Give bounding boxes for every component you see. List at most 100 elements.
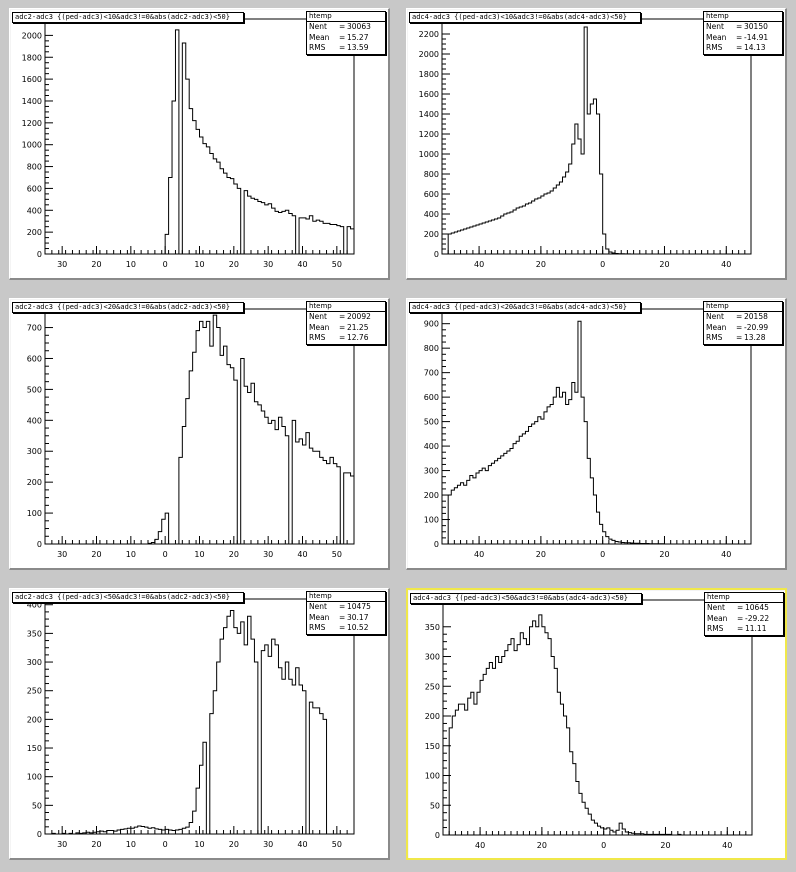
y-tick-label: 600 bbox=[27, 184, 42, 193]
stats-header: htemp bbox=[705, 593, 783, 603]
stats-header: htemp bbox=[704, 302, 782, 312]
y-tick-label: 1400 bbox=[419, 110, 439, 119]
stats-key: Mean bbox=[309, 32, 330, 42]
x-tick-label: 30 bbox=[57, 840, 67, 849]
y-tick-label: 2200 bbox=[419, 30, 439, 39]
stats-value: 14.13 bbox=[744, 43, 766, 52]
stats-row-rms: RMS = 13.59 bbox=[307, 43, 385, 54]
stats-key: RMS bbox=[706, 43, 723, 52]
histogram-title: adc4-adc3 {(ped-adc3)<50&adc3!=0&abs(adc… bbox=[410, 593, 642, 604]
stats-key: Mean bbox=[707, 613, 728, 623]
y-tick-label: 250 bbox=[27, 687, 42, 696]
y-tick-label: 0 bbox=[37, 250, 42, 259]
x-tick-label: 30 bbox=[263, 260, 273, 269]
histogram-pad-1[interactable]: 0 200 400 600 800 1000 1200 1400 1600 1800 2000 30 2… bbox=[9, 8, 390, 280]
histogram-title: adc4-adc3 {(ped-adc3)<20&adc3!=0&abs(adc… bbox=[409, 302, 641, 313]
y-tick-label: 0 bbox=[434, 250, 439, 259]
y-tick-label: 200 bbox=[425, 712, 440, 721]
y-tick-label: 400 bbox=[424, 442, 439, 451]
y-tick-label: 150 bbox=[425, 742, 440, 751]
histogram-title: adc2-adc3 {(ped-adc3)<10&adc3!=0&abs(adc… bbox=[12, 12, 244, 23]
stats-header: htemp bbox=[307, 592, 385, 602]
y-tick-label: 100 bbox=[425, 772, 440, 781]
histogram-pad-6[interactable]: 0 50 100 150 200 250 300 350 40 20 0 20 40 adc4-adc3 … bbox=[406, 588, 787, 860]
histogram-title: adc2-adc3 {(ped-adc3)<50&adc3!=0&abs(adc… bbox=[12, 592, 244, 603]
x-tick-label: 20 bbox=[91, 260, 101, 269]
y-tick-label: 0 bbox=[435, 831, 440, 840]
x-tick-label: 30 bbox=[57, 260, 67, 269]
stats-value: 11.11 bbox=[745, 624, 767, 633]
stats-eq: = bbox=[737, 613, 744, 623]
x-tick-label: 30 bbox=[263, 840, 273, 849]
y-tick-label: 400 bbox=[424, 210, 439, 219]
stats-header: htemp bbox=[704, 12, 782, 22]
y-tick-label: 200 bbox=[424, 491, 439, 500]
y-tick-label: 300 bbox=[27, 447, 42, 456]
x-tick-label: 40 bbox=[474, 260, 484, 269]
stats-value: 12.76 bbox=[347, 333, 369, 342]
stats-key: RMS bbox=[309, 623, 326, 632]
x-tick-label: 20 bbox=[659, 260, 669, 269]
y-tick-label: 1800 bbox=[419, 70, 439, 79]
x-tick-label: 20 bbox=[91, 550, 101, 559]
stats-key: Nent bbox=[706, 22, 724, 31]
histogram-line bbox=[448, 614, 752, 836]
stats-eq: = bbox=[736, 333, 743, 342]
x-tick-label: 20 bbox=[536, 260, 546, 269]
x-tick-label: 0 bbox=[163, 550, 168, 559]
stats-eq: = bbox=[737, 603, 744, 612]
y-tick-label: 100 bbox=[27, 773, 42, 782]
stats-key: RMS bbox=[309, 333, 326, 342]
stats-key: RMS bbox=[707, 624, 724, 633]
y-tick-label: 800 bbox=[424, 344, 439, 353]
stats-eq: = bbox=[339, 602, 346, 611]
stats-key: Nent bbox=[309, 602, 327, 611]
stats-value: 21.25 bbox=[347, 322, 369, 332]
stats-row-mean: Mean = -20.99 bbox=[704, 323, 782, 334]
y-tick-label: 600 bbox=[424, 190, 439, 199]
stats-row-mean: Mean = 30.17 bbox=[307, 613, 385, 624]
y-tick-label: 250 bbox=[425, 682, 440, 691]
y-tick-label: 50 bbox=[32, 801, 42, 810]
histogram-pad-3[interactable]: 0 100 200 300 400 500 600 700 30 20 10 0 10 20 30 40 50 a… bbox=[9, 298, 390, 570]
y-tick-label: 1400 bbox=[22, 97, 42, 106]
x-tick-label: 10 bbox=[126, 550, 136, 559]
stats-value: 15.27 bbox=[347, 32, 369, 42]
histogram-pad-2[interactable]: 0 200 400 600 800 1000 1200 1400 1600 1800 2000 220… bbox=[406, 8, 787, 280]
stats-row-nent: Nent = 10645 bbox=[705, 603, 783, 614]
stats-row-nent: Nent = 20158 bbox=[704, 312, 782, 323]
stats-box: htemp Nent = 10645 Mean = -29.22 RMS = 11.11 bbox=[704, 592, 784, 636]
stats-eq: = bbox=[339, 623, 346, 632]
stats-box: htemp Nent = 30150 Mean = -14.91 RMS = 14.13 bbox=[703, 11, 783, 55]
stats-eq: = bbox=[339, 612, 346, 622]
x-tick-label: 20 bbox=[229, 840, 239, 849]
x-tick-label: 20 bbox=[229, 260, 239, 269]
y-tick-label: 600 bbox=[424, 393, 439, 402]
histogram-pad-5[interactable]: 0 50 100 150 200 250 300 350 400 30 20 10 0 10 20 30 40 5… bbox=[9, 588, 390, 860]
stats-row-rms: RMS = 13.28 bbox=[704, 333, 782, 344]
stats-key: RMS bbox=[309, 43, 326, 52]
histogram-title: adc4-adc3 {(ped-adc3)<10&adc3!=0&abs(adc… bbox=[409, 12, 641, 23]
histogram-pad-4[interactable]: 0 100 200 300 400 500 600 700 800 900 40 20 0 20 40 adc… bbox=[406, 298, 787, 570]
stats-key: Nent bbox=[707, 603, 725, 612]
x-tick-label: 40 bbox=[721, 550, 731, 559]
y-tick-label: 350 bbox=[425, 623, 440, 632]
stats-eq: = bbox=[736, 22, 743, 31]
x-tick-label: 40 bbox=[722, 841, 732, 850]
stats-key: Mean bbox=[309, 612, 330, 622]
x-tick-label: 40 bbox=[475, 841, 485, 850]
y-tick-label: 0 bbox=[37, 830, 42, 839]
stats-eq: = bbox=[339, 22, 346, 31]
y-tick-label: 50 bbox=[430, 801, 440, 810]
stats-row-mean: Mean = 21.25 bbox=[307, 323, 385, 334]
y-tick-label: 900 bbox=[424, 320, 439, 329]
stats-value: 30150 bbox=[744, 22, 768, 31]
stats-value: -14.91 bbox=[744, 32, 769, 42]
x-tick-label: 0 bbox=[600, 260, 605, 269]
y-tick-label: 1200 bbox=[419, 130, 439, 139]
y-tick-label: 700 bbox=[424, 369, 439, 378]
x-tick-label: 10 bbox=[126, 840, 136, 849]
stats-value: 30063 bbox=[347, 22, 371, 31]
stats-key: Mean bbox=[706, 32, 727, 42]
stats-row-mean: Mean = -29.22 bbox=[705, 614, 783, 625]
